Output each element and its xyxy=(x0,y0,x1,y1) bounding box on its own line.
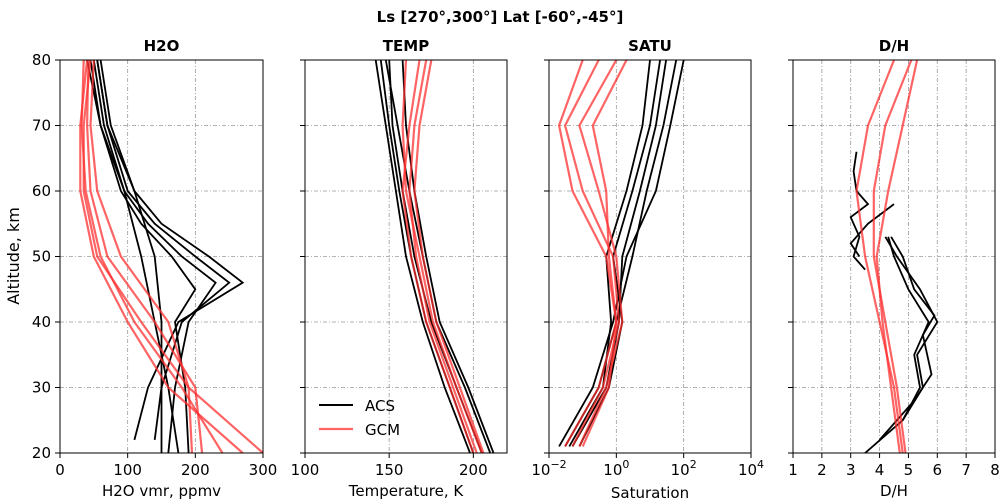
figure-suptitle: Ls [270°,300°] Lat [-60°,-45°] xyxy=(377,8,624,26)
series-line-gcm xyxy=(401,60,483,453)
x-tick-label: 200 xyxy=(459,461,488,479)
series-line-acs xyxy=(96,60,163,453)
panel-satu: SATU 10−2 100 102 104 Saturation xyxy=(531,37,764,502)
x-tick-label: 100 xyxy=(113,461,142,479)
x-tick-label: 102 xyxy=(671,458,697,479)
series-line-gcm xyxy=(79,60,244,453)
series-line-acs xyxy=(887,236,930,421)
y-tick-label: 50 xyxy=(32,248,51,266)
series-line-acs xyxy=(96,60,231,441)
y-tick-label: 40 xyxy=(32,313,51,331)
panel-temp: TEMP 100 150 200 Temperature, K ACS GCM xyxy=(291,37,508,500)
series-group xyxy=(374,60,495,453)
series-group xyxy=(849,60,939,453)
series-group xyxy=(79,60,263,453)
legend-label-acs: ACS xyxy=(365,397,395,415)
y-tick-label: 70 xyxy=(32,117,51,135)
panel-title: SATU xyxy=(628,37,672,55)
legend-label-gcm: GCM xyxy=(365,421,400,439)
series-line-gcm xyxy=(80,60,224,453)
x-tick-label: 3 xyxy=(846,461,856,479)
x-tick-label: 0 xyxy=(55,461,65,479)
x-tick-label: 5 xyxy=(904,461,914,479)
series-line-gcm xyxy=(401,60,475,453)
series-line-gcm xyxy=(581,60,628,447)
panel-title: TEMP xyxy=(383,37,429,55)
x-tick-label: 150 xyxy=(375,461,404,479)
x-tick-label: 100 xyxy=(291,461,320,479)
y-tick-label: 60 xyxy=(32,182,51,200)
legend: ACS GCM xyxy=(319,397,400,439)
x-tick-label: 4 xyxy=(875,461,885,479)
series-line-acs xyxy=(849,203,895,257)
x-axis-label: H2O vmr, ppmv xyxy=(102,482,221,500)
x-tick-label: 2 xyxy=(817,461,827,479)
x-tick-label: 7 xyxy=(961,461,971,479)
x-axis-label: Temperature, K xyxy=(348,482,465,500)
x-tick-label: 100 xyxy=(603,458,629,479)
series-line-gcm xyxy=(408,60,478,453)
x-tick-label: 1 xyxy=(788,461,798,479)
x-axis-label: Saturation xyxy=(611,484,689,500)
series-line-gcm xyxy=(557,60,618,447)
series-line-gcm xyxy=(89,60,194,453)
y-tick-label: 30 xyxy=(32,379,51,397)
x-tick-label: 300 xyxy=(249,461,278,479)
x-tick-label: 200 xyxy=(181,461,210,479)
x-axis-label: D/H xyxy=(880,482,908,500)
series-line-acs xyxy=(564,60,678,447)
series-line-gcm xyxy=(578,60,624,447)
series-group xyxy=(557,60,685,447)
series-line-acs xyxy=(374,60,471,453)
y-tick-label: 80 xyxy=(32,51,51,69)
series-line-acs xyxy=(878,236,936,441)
panel-d-h: D/H 1 2 3 4 5 6 7 8 D/H xyxy=(788,37,1000,500)
series-line-gcm xyxy=(85,60,204,453)
x-tick-label: 6 xyxy=(933,461,943,479)
series-line-acs xyxy=(92,60,217,453)
y-axis-label: Altitude, km xyxy=(4,207,23,305)
panel-title: H2O xyxy=(144,37,180,55)
series-line-gcm xyxy=(875,60,919,453)
series-line-gcm xyxy=(413,60,485,453)
series-line-gcm xyxy=(872,60,913,453)
y-tick-label: 20 xyxy=(32,444,51,462)
series-line-acs xyxy=(558,60,685,447)
series-line-gcm xyxy=(855,60,904,453)
panel-h2o: H2O 0 100 200 300 H2O vmr, ppmv 20 30 40 50 60 70 80 xyxy=(32,37,277,500)
series-line-acs xyxy=(401,60,495,453)
x-tick-label: 8 xyxy=(990,461,1000,479)
x-tick-label: 10−2 xyxy=(531,458,566,479)
x-tick-label: 104 xyxy=(738,458,764,479)
series-line-gcm xyxy=(563,60,621,447)
series-line-acs xyxy=(99,60,245,441)
panel-title: D/H xyxy=(879,37,909,55)
